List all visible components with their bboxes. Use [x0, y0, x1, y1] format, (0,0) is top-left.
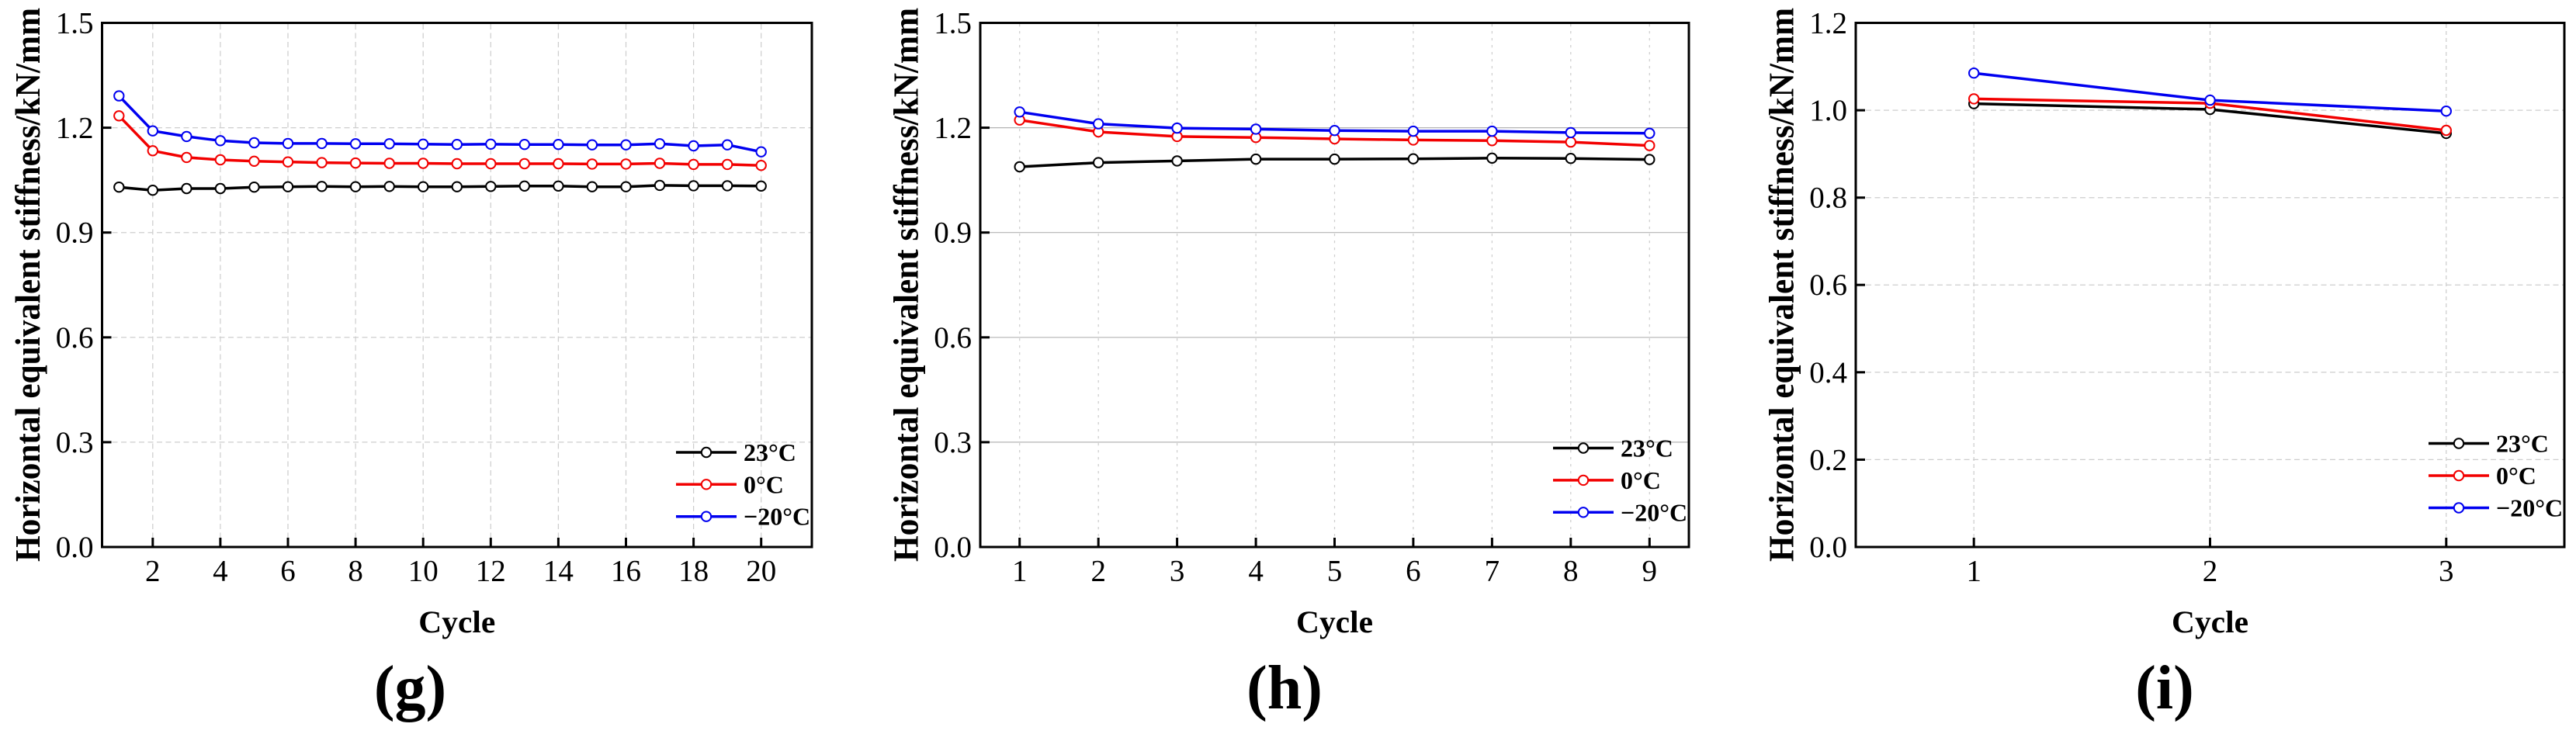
svg-text:0.3: 0.3: [56, 426, 94, 459]
svg-text:0°C: 0°C: [744, 470, 784, 498]
svg-text:3: 3: [1170, 555, 1185, 588]
svg-text:8: 8: [348, 555, 363, 588]
svg-text:0.6: 0.6: [934, 321, 972, 355]
svg-text:1.2: 1.2: [56, 112, 94, 145]
svg-text:2: 2: [1090, 555, 1106, 588]
svg-text:1.2: 1.2: [1809, 7, 1847, 40]
svg-text:0°C: 0°C: [1621, 466, 1661, 494]
svg-text:14: 14: [543, 555, 574, 588]
svg-text:0.8: 0.8: [1809, 182, 1847, 215]
svg-text:0.0: 0.0: [934, 531, 972, 564]
svg-text:Cycle: Cycle: [418, 604, 495, 639]
svg-text:1: 1: [1012, 555, 1028, 588]
svg-text:16: 16: [611, 555, 641, 588]
svg-text:18: 18: [678, 555, 709, 588]
svg-text:0.6: 0.6: [1809, 268, 1847, 302]
svg-text:1.2: 1.2: [934, 112, 972, 145]
svg-text:−20°C: −20°C: [744, 503, 810, 531]
svg-text:(i): (i): [2135, 654, 2194, 722]
svg-text:1.0: 1.0: [1809, 94, 1847, 127]
svg-text:8: 8: [1563, 555, 1579, 588]
svg-text:3: 3: [2439, 555, 2454, 588]
svg-text:0.9: 0.9: [934, 216, 972, 250]
svg-text:Horizontal equivalent stiffnes: Horizontal equivalent stiffness/kN/mm: [886, 8, 926, 562]
svg-text:4: 4: [1248, 555, 1264, 588]
svg-text:0°C: 0°C: [2496, 462, 2536, 490]
svg-text:(h): (h): [1246, 654, 1323, 722]
svg-text:0.4: 0.4: [1809, 356, 1847, 390]
svg-text:9: 9: [1642, 555, 1658, 588]
svg-text:0.2: 0.2: [1809, 443, 1847, 476]
svg-text:7: 7: [1485, 555, 1500, 588]
svg-text:0.3: 0.3: [934, 426, 972, 459]
svg-text:12: 12: [476, 555, 506, 588]
svg-text:−20°C: −20°C: [1621, 498, 1687, 526]
svg-text:Horizontal equivalent stiffnes: Horizontal equivalent stiffness/kN/mm: [1762, 8, 1801, 562]
svg-text:1.5: 1.5: [56, 7, 94, 40]
svg-text:23°C: 23°C: [744, 438, 796, 466]
svg-text:0.9: 0.9: [56, 216, 94, 250]
svg-text:Horizontal equivalent stiffnes: Horizontal equivalent stiffness/kN/mm: [8, 8, 47, 562]
svg-text:0.0: 0.0: [1809, 531, 1847, 564]
svg-text:−20°C: −20°C: [2496, 494, 2563, 522]
svg-text:1: 1: [1966, 555, 1981, 588]
svg-text:6: 6: [1406, 555, 1421, 588]
svg-text:Cycle: Cycle: [1296, 604, 1373, 639]
svg-text:5: 5: [1327, 555, 1343, 588]
svg-text:Cycle: Cycle: [2172, 604, 2248, 639]
svg-text:23°C: 23°C: [2496, 430, 2549, 458]
svg-text:0.6: 0.6: [56, 321, 94, 355]
svg-text:2: 2: [2203, 555, 2218, 588]
svg-text:4: 4: [213, 555, 228, 588]
svg-text:0.0: 0.0: [56, 531, 94, 564]
svg-text:6: 6: [280, 555, 296, 588]
svg-text:20: 20: [746, 555, 776, 588]
svg-text:(g): (g): [374, 654, 446, 722]
svg-text:1.5: 1.5: [934, 7, 972, 40]
svg-text:10: 10: [408, 555, 439, 588]
svg-text:23°C: 23°C: [1621, 435, 1673, 462]
svg-text:2: 2: [145, 555, 161, 588]
